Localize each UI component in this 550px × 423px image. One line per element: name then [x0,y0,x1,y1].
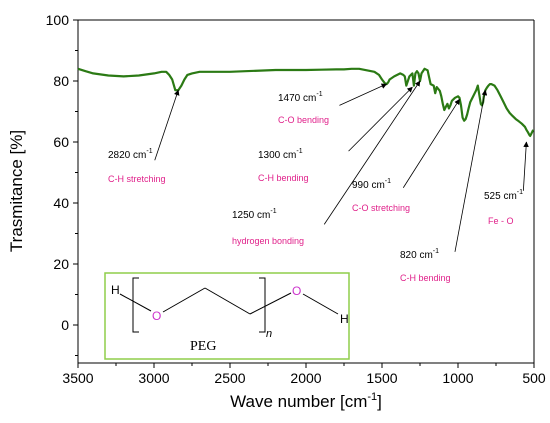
annotation-wavenumber-superscript: -1 [296,148,302,155]
inset-frame [104,272,350,360]
y-tick-label: 80 [53,73,69,89]
x-axis-title-superscript: -1 [367,391,377,403]
inset-bond [119,293,152,312]
annotation-wavenumber-superscript: -1 [385,178,391,185]
annotation-arrow [339,83,388,106]
series-line-transmittance [77,67,535,137]
annotation-wavenumber-superscript: -1 [433,248,439,255]
annotation-assignment: C-H stretching [108,174,166,184]
x-axis-title-text: Wave number [cm [230,392,367,411]
annotation-arrow [154,89,180,161]
y-tick-label: 60 [53,134,69,150]
inset-oxygen-right: O [292,284,301,298]
inset-bond [249,292,292,315]
annotation-assignment: C-O bending [278,115,329,125]
x-tick-label: 1000 [442,370,473,386]
y-tick-label: 100 [46,12,70,28]
y-tick-label: 0 [61,317,69,333]
annotation-wavenumber-text: 820 cm [400,250,433,261]
peg-structure-inset: H O O H n PEG [104,272,350,360]
inset-repeat-index: n [266,328,272,340]
annotation-arrow [402,98,460,188]
x-ticks: 3500 3000 2500 2000 1500 1000 500 [62,363,546,386]
annotation-assignment: C-O stretching [352,203,410,213]
inset-right-hydrogen: H [340,312,349,326]
annotation-wavenumber: 990 cm-1 [352,178,391,191]
x-tick-label: 500 [522,370,546,386]
annotation-wavenumber-text: 525 cm [484,191,517,202]
x-tick-label: 2000 [290,370,321,386]
annotation-wavenumber: 1250 cm-1 [232,208,277,221]
x-tick-label: 3500 [62,370,93,386]
annotation-arrow [522,141,529,191]
annotation-wavenumber-superscript: -1 [517,189,523,196]
y-tick-label: 40 [53,195,69,211]
annotation-arrow [348,86,413,152]
annotation-wavenumber: 525 cm-1 [484,189,523,202]
annotation-wavenumber: 2820 cm-1 [108,148,153,161]
inset-bond [302,293,339,315]
inset-bond [162,287,206,313]
annotation-wavenumber-superscript: -1 [270,208,276,215]
annotation-assignment: Fe - O [488,216,514,226]
annotation-wavenumber-text: 1470 cm [278,93,316,104]
x-axis-title-tail: ] [377,392,382,411]
annotation-wavenumber-superscript: -1 [316,91,322,98]
annotation-wavenumber: 1470 cm-1 [278,91,323,104]
x-tick-label: 1500 [366,370,397,386]
annotation-arrow [454,89,488,252]
y-ticks: 100 80 60 40 20 0 [46,12,78,356]
annotation-wavenumber-text: 990 cm [352,180,385,191]
inset-left-bracket [132,277,139,333]
axes [77,19,535,364]
inset-bond [204,287,251,315]
x-axis-title: Wave number [cm-1] [230,391,382,411]
annotation-wavenumber-text: 1250 cm [232,210,270,221]
annotation-wavenumber-superscript: -1 [146,148,152,155]
inset-structure-name: PEG [190,339,216,354]
annotation-assignment: C-H bending [400,273,451,283]
annotation-assignment: hydrogen bonding [232,236,304,246]
inset-left-hydrogen: H [111,283,120,297]
annotation-wavenumber: 1300 cm-1 [258,148,303,161]
inset-oxygen-left: O [152,309,161,323]
inset-right-bracket [259,277,266,333]
annotation-wavenumber-text: 1300 cm [258,150,296,161]
x-tick-label: 2500 [214,370,245,386]
y-tick-label: 20 [53,256,69,272]
annotation-wavenumber: 820 cm-1 [400,248,439,261]
annotation-wavenumber-text: 2820 cm [108,150,146,161]
annotation-assignment: C-H bending [258,173,309,183]
annotation-arrow [323,80,421,225]
x-tick-label: 3000 [138,370,169,386]
y-axis-title: Trasmitance [%] [7,130,26,252]
